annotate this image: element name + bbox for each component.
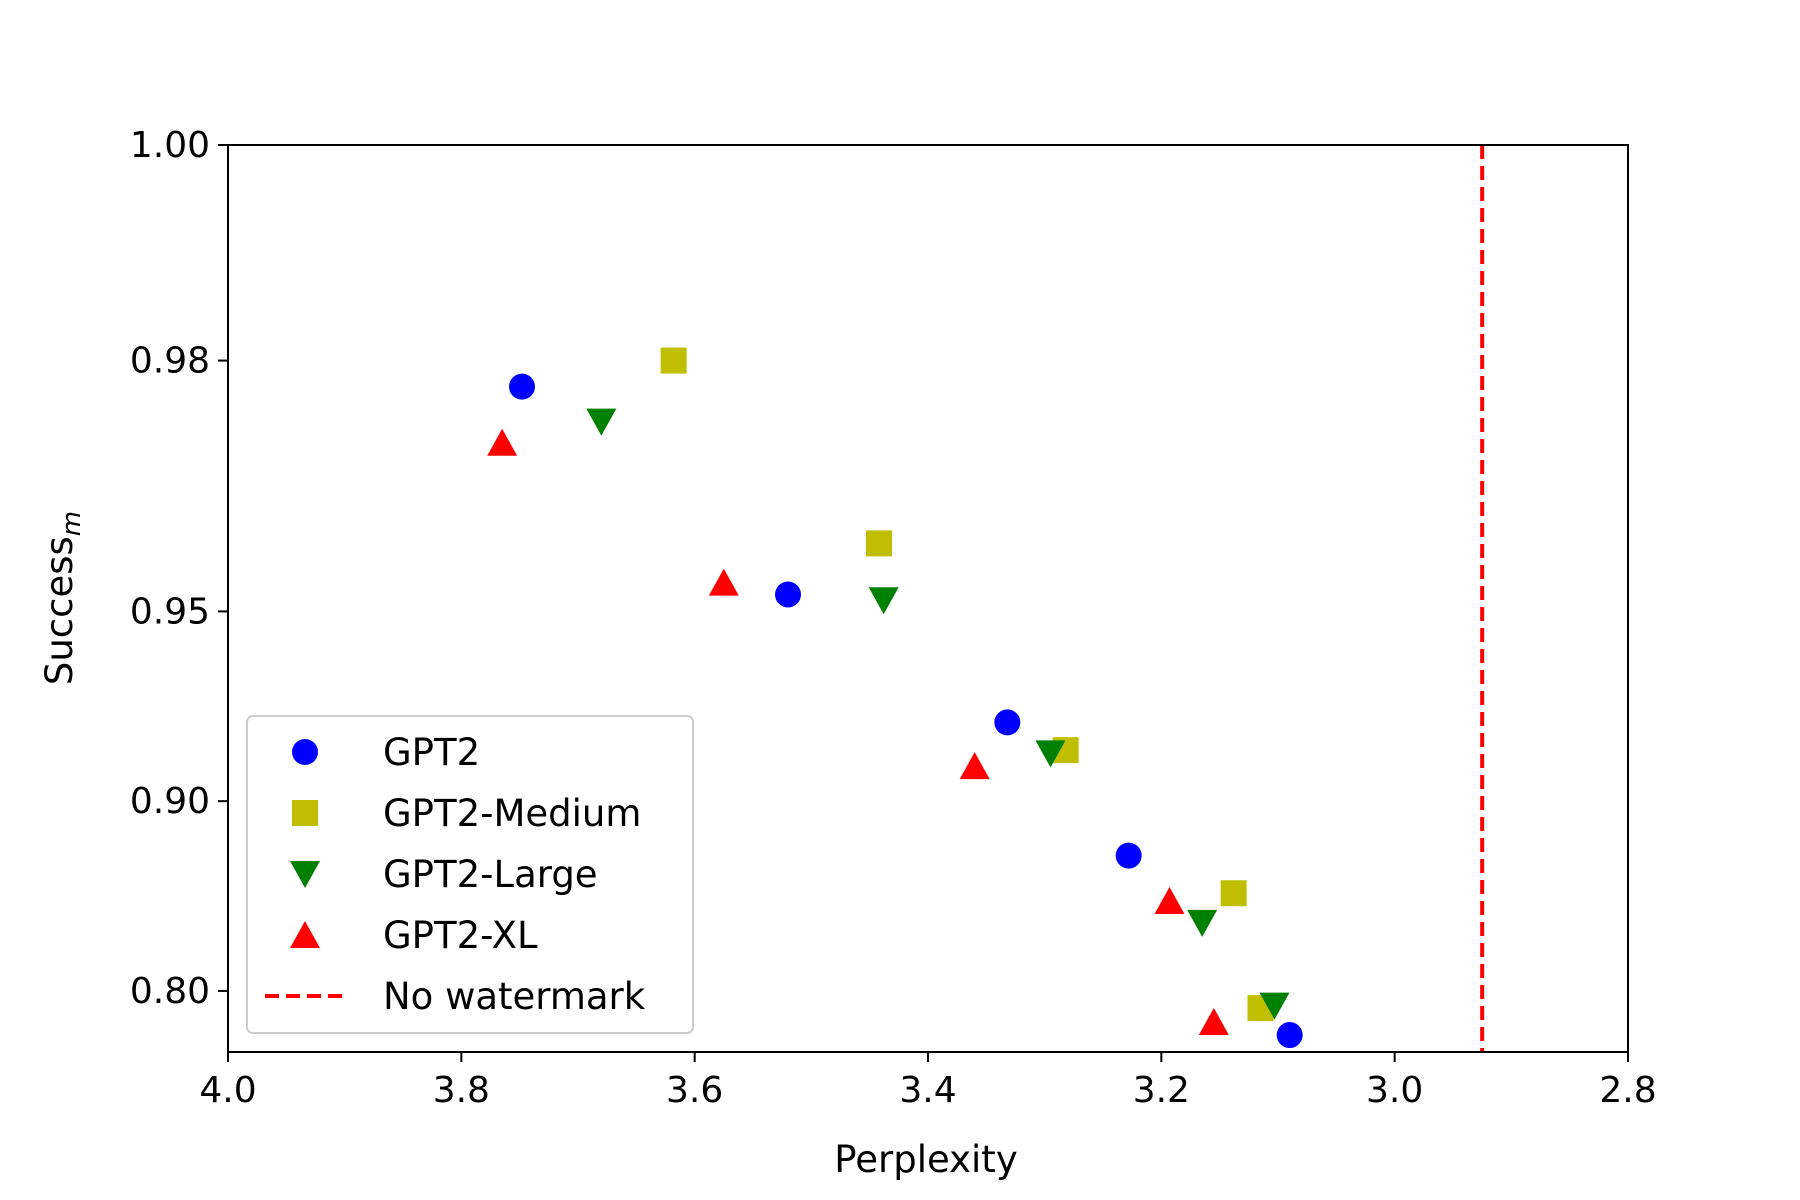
data-point [586,408,617,436]
legend-marker [290,921,320,948]
y-tick-label: 0.80 [130,971,210,1012]
data-point [959,752,990,780]
y-tick-label: 0.90 [130,781,210,822]
series-gpt2-xl [487,428,1229,1035]
x-tick-label: 3.4 [899,1070,956,1111]
data-point [1198,1007,1229,1035]
data-point [1259,992,1290,1020]
y-tick-label: 1.00 [130,125,210,166]
data-point [1276,1022,1303,1049]
y-axis-label-subscript: m [57,511,87,536]
data-point [775,581,801,608]
data-point [1035,740,1066,768]
legend-label: GPT2-Large [383,853,598,896]
x-tick-label: 2.8 [1599,1070,1656,1111]
legend: GPT2 GPT2-Medium GPT2-Large GPT2-XL No water… [246,715,694,1034]
legend-marker [290,861,320,888]
y-tick-label: 0.95 [130,591,210,632]
legend-marker [292,739,318,765]
y-tick-label: 0.98 [130,341,210,382]
legend-marker [292,800,318,826]
y-axis-label: Successm [38,511,87,685]
x-axis-label: Perplexity [834,1138,1017,1181]
x-tick-label: 3.0 [1366,1070,1423,1111]
data-point [994,709,1021,736]
data-point [868,587,899,615]
data-point [866,530,892,557]
data-point [1187,909,1218,937]
legend-label: GPT2 [383,731,480,774]
y-axis-label-main: Success [38,536,81,685]
legend-label: No watermark [383,975,646,1018]
x-tick-label: 3.6 [666,1070,723,1111]
legend-box [246,715,694,1034]
data-point [1154,886,1185,914]
data-point [1220,880,1247,907]
data-point [1115,842,1142,869]
legend-label: GPT2-Medium [383,792,641,835]
plot-area [487,145,1485,1052]
y-axis: 0.80 0.90 0.95 0.98 1.00 [130,125,228,1012]
x-axis: 4.0 3.8 3.6 3.4 3.2 3.0 2.8 [199,1052,1657,1111]
data-point [509,373,535,400]
series-gpt2-large [586,408,1290,1020]
x-tick-label: 3.8 [433,1070,490,1111]
data-point [487,428,518,456]
x-tick-label: 4.0 [199,1070,256,1111]
series-gpt2 [509,373,1303,1049]
data-point [660,347,687,374]
data-point [708,568,739,596]
x-tick-label: 3.2 [1133,1070,1190,1111]
legend-label: GPT2-XL [383,914,538,957]
